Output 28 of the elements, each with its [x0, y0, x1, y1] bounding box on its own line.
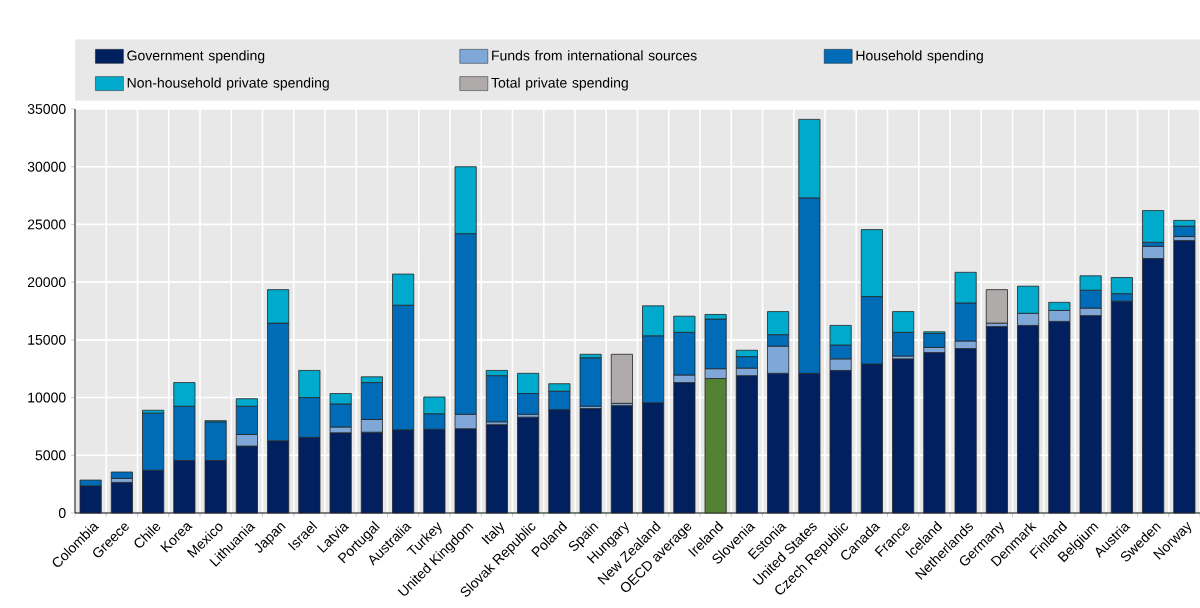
y-tick-label: 0	[58, 508, 66, 518]
bar	[517, 416, 540, 514]
legend-label: Household spending	[856, 50, 983, 64]
y-tick-label: 5000	[35, 450, 66, 461]
bar	[110, 482, 133, 514]
y-tick-label: 10000	[28, 392, 66, 403]
bar	[892, 358, 915, 514]
bar	[579, 357, 602, 407]
bar	[1173, 240, 1196, 514]
legend-label: Government spending	[127, 50, 265, 64]
bar	[610, 353, 633, 404]
legend-label: Funds from international sources	[492, 50, 697, 61]
y-tick-label: 30000	[27, 161, 66, 172]
y-tick-label: 20000	[27, 277, 66, 288]
y-tick-label: 35000	[27, 104, 66, 114]
legend-label: Total private spending	[491, 77, 628, 91]
bar	[610, 405, 633, 514]
bar	[329, 432, 352, 514]
bar	[485, 424, 508, 514]
bar	[985, 326, 1008, 514]
bar	[1142, 210, 1165, 243]
y-tick-label: 15000	[28, 334, 66, 345]
bar	[985, 289, 1008, 324]
legend-label: Non-household private spending	[127, 77, 329, 91]
bar	[923, 352, 946, 514]
bar	[110, 471, 133, 479]
bar	[579, 408, 602, 514]
y-tick-label: 25000	[27, 219, 66, 230]
